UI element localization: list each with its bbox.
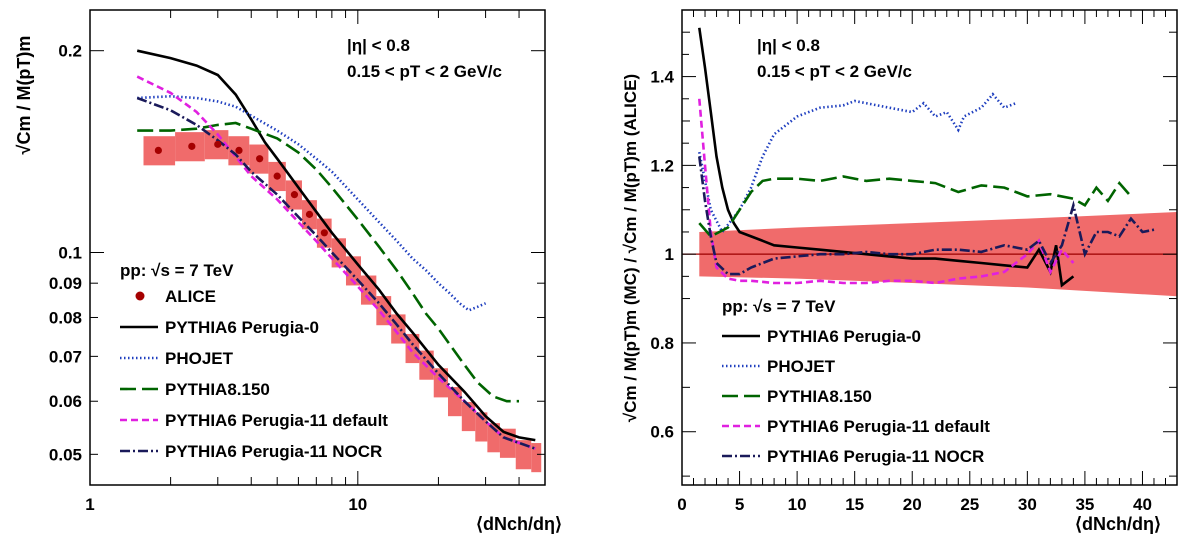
- legend-label: PHOJET: [767, 357, 836, 376]
- legend: pp: √s = 7 TeV ALICE PYTHIA6 Perugia-0 PHO…: [120, 261, 388, 461]
- series-line-pythia8-150: [698, 175, 1132, 239]
- legend-label: PYTHIA8.150: [767, 387, 872, 406]
- y-tick-label: 0.2: [58, 42, 82, 61]
- alice-data-point: [188, 142, 196, 150]
- legend-item-pythia8-150: PYTHIA8.150: [120, 380, 270, 399]
- y-tick-label: 1.4: [650, 68, 674, 87]
- legend-label: ALICE: [165, 287, 216, 306]
- series-line-pythia6-perugia-11-nocr: [698, 156, 1155, 276]
- ratio-series-lines: [698, 27, 1155, 288]
- alice-data-point: [273, 172, 281, 180]
- legend-title: pp: √s = 7 TeV: [722, 297, 836, 316]
- y-tick-label: 0.1: [58, 244, 82, 263]
- y-tick-label: 0.06: [49, 392, 82, 411]
- x-axis-title-text: ⟨dNch/dη⟩: [1075, 514, 1161, 534]
- plot-frame: [89, 9, 546, 486]
- legend: pp: √s = 7 TeV PYTHIA6 Perugia-0 PHOJET PY…: [722, 297, 990, 466]
- x-tick-label: 1: [85, 495, 94, 514]
- alice-data-point: [214, 140, 222, 148]
- series-line-pythia6-perugia-0: [136, 49, 536, 442]
- y-tick-label: 1.2: [650, 156, 674, 175]
- x-tick-label: 20: [903, 495, 922, 514]
- annotation-pt: 0.15 < pT < 2 GeV/c: [347, 62, 502, 81]
- legend-label: PYTHIA8.150: [165, 380, 270, 399]
- legend-label: PYTHIA6 Perugia-11 NOCR: [767, 447, 984, 466]
- y-axis-title-text: √Cm / M(pT)m (MC) / √Cm / M(pT)m (ALICE): [621, 74, 640, 422]
- x-axis-title: ⟨dNch/dη⟩: [476, 514, 562, 534]
- legend-item-phojet: PHOJET: [120, 349, 234, 368]
- alice-data-point: [290, 191, 299, 199]
- alice-band-segment: [515, 440, 532, 470]
- alice-band-segment: [531, 443, 542, 473]
- x-tick-label: 35: [1075, 495, 1094, 514]
- x-axis-title-text: ⟨dNch/dη⟩: [476, 514, 562, 534]
- plot-frame: [681, 9, 1178, 486]
- legend-title: pp: √s = 7 TeV: [120, 261, 234, 280]
- x-tick-label: 15: [845, 495, 864, 514]
- legend-label: PYTHIA6 Perugia-0: [165, 318, 319, 337]
- annotation-eta: |η| < 0.8: [347, 36, 410, 55]
- x-tick-label: 30: [1018, 495, 1037, 514]
- legend-label: PHOJET: [165, 349, 234, 368]
- y-axis-title-text: √Cm / M(pT)m: [14, 36, 34, 155]
- alice-data-point: [154, 146, 162, 155]
- series-line-pythia8-150: [137, 121, 519, 403]
- x-tick-label: 10: [788, 495, 807, 514]
- y-axis-title: √Cm / M(pT)m (MC) / √Cm / M(pT)m (ALICE): [621, 74, 640, 422]
- legend-item-pythia6-perugia-0: PYTHIA6 Perugia-0: [120, 318, 319, 337]
- alice-data-point: [256, 155, 264, 163]
- legend-item-alice: ALICE: [135, 287, 216, 306]
- x-axis-title: ⟨dNch/dη⟩: [1075, 514, 1161, 534]
- alice-data-point: [320, 229, 328, 237]
- alice-band-segment: [433, 368, 448, 398]
- legend-item-phojet: PHOJET: [722, 357, 836, 376]
- annotation-pt: 0.15 < pT < 2 GeV/c: [757, 62, 912, 81]
- y-axis-title: √Cm / M(pT)m: [14, 36, 34, 155]
- legend-item-pythia6-perugia-0: PYTHIA6 Perugia-0: [722, 327, 921, 346]
- annotation-eta: |η| < 0.8: [757, 36, 820, 55]
- legend-label: PYTHIA6 Perugia-0: [767, 327, 921, 346]
- legend-label: PYTHIA6 Perugia-11 default: [767, 417, 990, 436]
- axis-ticks: 0 5 10 15 20 25 30 35 40 0.6 0.8 1 1.2 1.4: [650, 10, 1178, 514]
- x-tick-label: 10: [348, 495, 367, 514]
- y-tick-label: 0.05: [49, 445, 82, 464]
- y-tick-label: 1: [665, 245, 674, 264]
- x-tick-label: 5: [735, 495, 744, 514]
- alice-data-point: [305, 210, 314, 218]
- alice-data-points: [154, 140, 328, 237]
- series-line-pythia6-perugia-11-default: [698, 98, 1075, 285]
- x-tick-label: 25: [960, 495, 979, 514]
- legend-marker: [135, 291, 145, 301]
- legend-label: PYTHIA6 Perugia-11 default: [165, 411, 388, 430]
- y-tick-label: 0.09: [49, 274, 82, 293]
- legend-label: PYTHIA6 Perugia-11 NOCR: [165, 442, 382, 461]
- y-tick-label: 0.6: [650, 423, 674, 442]
- y-tick-label: 0.08: [49, 308, 82, 327]
- y-tick-label: 0.8: [650, 334, 674, 353]
- legend-item-pythia6-perugia-11-nocr: PYTHIA6 Perugia-11 NOCR: [722, 447, 984, 466]
- legend-item-pythia6-perugia-11-default: PYTHIA6 Perugia-11 default: [120, 411, 388, 430]
- x-tick-label: 40: [1133, 495, 1152, 514]
- right-panel: 0 5 10 15 20 25 30 35 400.60.811.21.4 |η| < 0.8 …: [621, 9, 1178, 534]
- legend-item-pythia6-perugia-11-nocr: PYTHIA6 Perugia-11 NOCR: [120, 442, 382, 461]
- x-tick-label: 0: [677, 495, 686, 514]
- legend-item-pythia6-perugia-11-default: PYTHIA6 Perugia-11 default: [722, 417, 990, 436]
- legend-item-pythia8-150: PYTHIA8.150: [722, 387, 872, 406]
- left-panel: 1 100.050.060.070.080.090.10.2 |η| < 0.8 …: [14, 9, 562, 534]
- series-line-pythia6-perugia-0: [698, 27, 1075, 288]
- series-line-phojet: [698, 92, 1017, 235]
- alice-data-point: [235, 146, 243, 155]
- alice-band-segment: [475, 412, 488, 442]
- y-tick-label: 0.07: [49, 347, 82, 366]
- axis-ticks: 1 10 0.05 0.06 0.07 0.08 0.09 0.1 0.2: [49, 10, 546, 514]
